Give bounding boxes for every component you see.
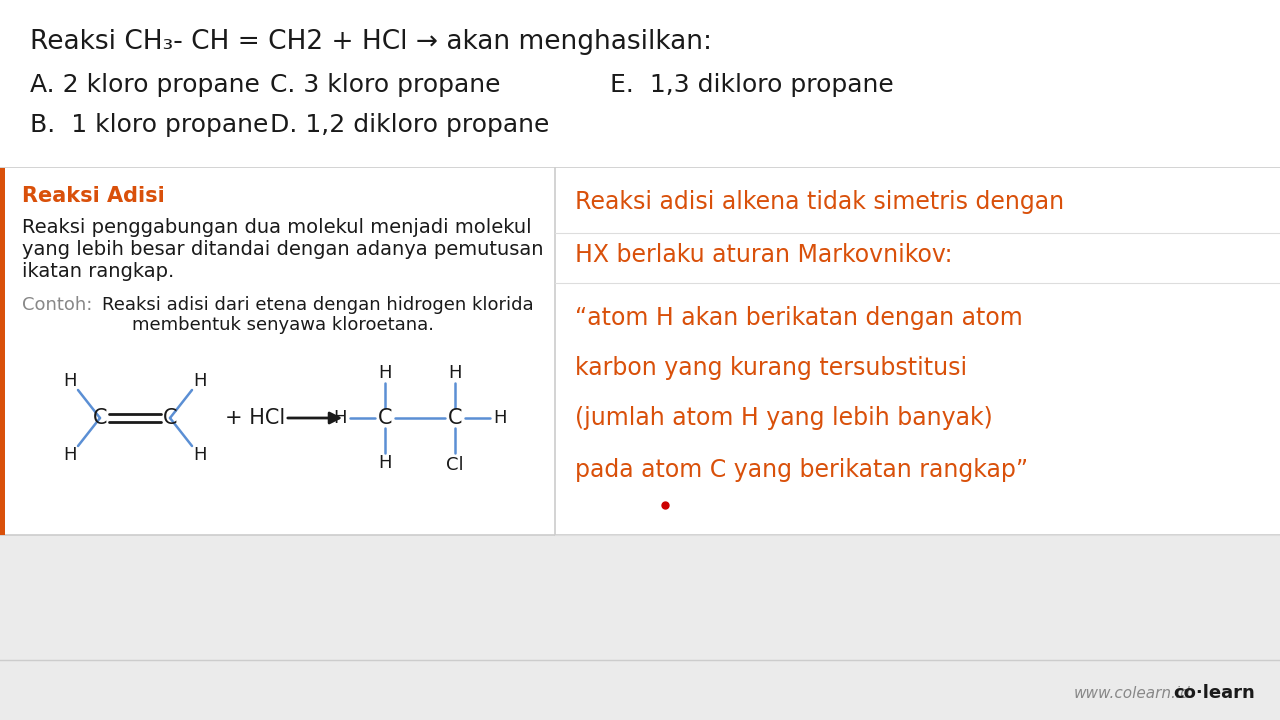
- Text: H: H: [193, 372, 207, 390]
- Text: yang lebih besar ditandai dengan adanya pemutusan: yang lebih besar ditandai dengan adanya …: [22, 240, 544, 259]
- Text: C: C: [448, 408, 462, 428]
- Text: C: C: [378, 408, 392, 428]
- Text: H: H: [63, 372, 77, 390]
- Bar: [556, 168, 1280, 535]
- Text: H: H: [193, 446, 207, 464]
- Text: Cl: Cl: [447, 456, 463, 474]
- Text: Reaksi adisi alkena tidak simetris dengan: Reaksi adisi alkena tidak simetris denga…: [575, 190, 1064, 214]
- Text: (jumlah atom H yang lebih banyak): (jumlah atom H yang lebih banyak): [575, 406, 993, 430]
- Text: C: C: [92, 408, 108, 428]
- Text: H: H: [63, 446, 77, 464]
- Text: HX berlaku aturan Markovnikov:: HX berlaku aturan Markovnikov:: [575, 243, 952, 267]
- Text: H: H: [448, 364, 462, 382]
- Text: H: H: [379, 454, 392, 472]
- Text: D. 1,2 dikloro propane: D. 1,2 dikloro propane: [270, 113, 549, 137]
- Text: pada atom C yang berikatan rangkap”: pada atom C yang berikatan rangkap”: [575, 458, 1028, 482]
- Bar: [0, 535, 1280, 720]
- Text: co·learn: co·learn: [1174, 684, 1254, 702]
- Bar: [0, 168, 5, 535]
- Text: C: C: [163, 408, 177, 428]
- Text: Reaksi Adisi: Reaksi Adisi: [22, 186, 165, 206]
- Text: ikatan rangkap.: ikatan rangkap.: [22, 262, 174, 281]
- Text: membentuk senyawa kloroetana.: membentuk senyawa kloroetana.: [132, 316, 434, 334]
- Text: www.colearn.id: www.colearn.id: [1073, 685, 1190, 701]
- Text: karbon yang kurang tersubstitusi: karbon yang kurang tersubstitusi: [575, 356, 968, 380]
- Bar: [0, 168, 556, 535]
- Text: H: H: [493, 409, 507, 427]
- Bar: [0, 0, 1280, 168]
- Text: A. 2 kloro propane: A. 2 kloro propane: [29, 73, 260, 97]
- Text: “atom H akan berikatan dengan atom: “atom H akan berikatan dengan atom: [575, 306, 1023, 330]
- Text: Contoh:: Contoh:: [22, 296, 92, 314]
- Text: H: H: [379, 364, 392, 382]
- Text: Reaksi penggabungan dua molekul menjadi molekul: Reaksi penggabungan dua molekul menjadi …: [22, 218, 531, 237]
- Text: Reaksi CH₃- CH = CH2 + HCl → akan menghasilkan:: Reaksi CH₃- CH = CH2 + HCl → akan mengha…: [29, 29, 712, 55]
- Text: + HCl: + HCl: [225, 408, 285, 428]
- Text: E.  1,3 dikloro propane: E. 1,3 dikloro propane: [611, 73, 893, 97]
- Text: Reaksi adisi dari etena dengan hidrogen klorida: Reaksi adisi dari etena dengan hidrogen …: [102, 296, 534, 314]
- Text: C. 3 kloro propane: C. 3 kloro propane: [270, 73, 500, 97]
- Text: H: H: [333, 409, 347, 427]
- Text: B.  1 kloro propane: B. 1 kloro propane: [29, 113, 269, 137]
